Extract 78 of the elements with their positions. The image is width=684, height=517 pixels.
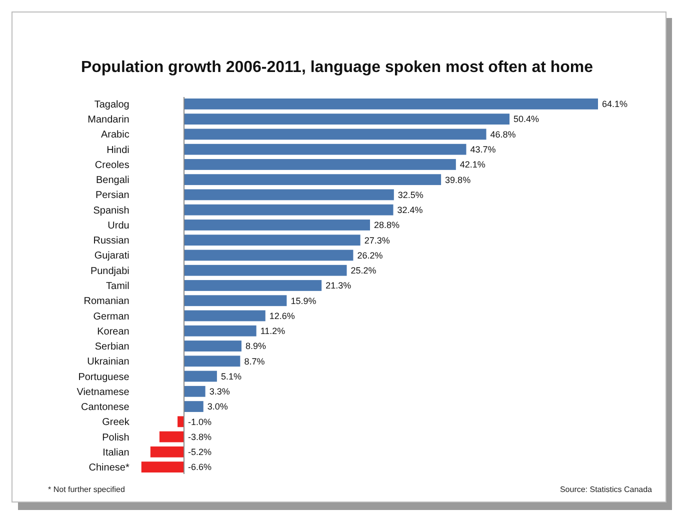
y-tick-label: Gujarati (94, 250, 130, 262)
data-label: 28.8% (374, 220, 400, 230)
y-tick-label: Arabic (101, 130, 130, 141)
y-tick-label: Urdu (108, 220, 130, 232)
data-label: -3.8% (188, 432, 212, 442)
bar (150, 446, 184, 458)
data-label: 32.4% (397, 205, 423, 216)
bar (184, 280, 322, 291)
bar (184, 310, 266, 322)
y-tick-label: Mandarin (88, 114, 130, 126)
data-label: 8.9% (245, 341, 266, 352)
bar (184, 114, 510, 125)
y-tick-label: Creoles (94, 160, 130, 171)
data-label: 32.5% (398, 190, 424, 200)
bar (184, 144, 466, 155)
bar (184, 189, 394, 200)
y-tick-label: Tamil (106, 281, 130, 292)
data-label: 15.9% (290, 296, 316, 306)
data-label: -5.2% (188, 447, 212, 458)
bar (184, 174, 442, 186)
y-tick-label: German (93, 311, 130, 322)
y-tick-label: Serbian (94, 342, 130, 353)
y-tick-label: Cantonese (81, 402, 130, 414)
bar (184, 220, 370, 230)
y-tick-label: Bengali (96, 175, 130, 186)
data-label: 5.1% (220, 371, 242, 382)
bar (184, 204, 394, 216)
y-tick-label: Polish (102, 432, 130, 444)
y-tick-label: Romanian (84, 296, 130, 308)
data-label: 12.6% (269, 310, 295, 321)
data-label: 25.2% (350, 266, 376, 276)
data-label: 3.3% (209, 386, 230, 397)
bar (159, 431, 184, 442)
bar (178, 416, 184, 428)
data-label: 27.3% (364, 235, 390, 246)
y-tick-label: Persian (95, 190, 130, 202)
bar (184, 98, 598, 110)
data-label: 42.1% (460, 160, 486, 170)
y-tick-label: Italian (102, 447, 130, 458)
data-label: 8.7% (244, 356, 265, 366)
data-label: 39.8% (445, 174, 471, 185)
data-label: 50.4% (514, 114, 540, 124)
data-label: 11.2% (260, 326, 286, 336)
y-tick-label: Ukrainian (87, 356, 130, 368)
y-tick-label: Tagalog (94, 99, 130, 110)
bar (184, 340, 242, 352)
data-label: 64.1% (602, 99, 628, 110)
data-label: 3.0% (207, 402, 228, 412)
data-label: 43.7% (470, 144, 496, 154)
bar (184, 295, 287, 306)
data-label: -6.6% (188, 462, 212, 472)
y-tick-label: Russian (93, 236, 130, 247)
data-label: -1.0% (188, 416, 212, 427)
y-tick-label: Vietnamese (76, 386, 130, 398)
bar (184, 234, 360, 246)
y-tick-label: Korean (97, 326, 130, 338)
y-tick-label: Spanish (93, 205, 130, 216)
y-tick-label: Hindi (106, 144, 130, 156)
bar (141, 462, 184, 472)
y-tick-label: Chinese* (88, 462, 130, 474)
bar (184, 325, 256, 336)
bar (184, 159, 456, 170)
y-tick-label: Greek (102, 417, 130, 428)
data-label: 21.3% (326, 280, 352, 291)
y-tick-label: Pundjabi (90, 266, 130, 277)
bar (184, 386, 206, 397)
data-label: 46.8% (490, 129, 516, 140)
bar (184, 370, 217, 382)
y-tick-label: Portuguese (78, 372, 130, 383)
source-note: Source: Statistics Canada (560, 485, 653, 494)
bar (184, 356, 240, 367)
bar (184, 264, 347, 276)
text: * Not further specified (48, 485, 125, 494)
bar (184, 250, 354, 261)
bar (184, 128, 486, 140)
data-label: 26.2% (357, 250, 383, 260)
chart-title: Population growth 2006-2011, language spoken most often at home (80, 59, 594, 76)
bar (184, 401, 204, 412)
